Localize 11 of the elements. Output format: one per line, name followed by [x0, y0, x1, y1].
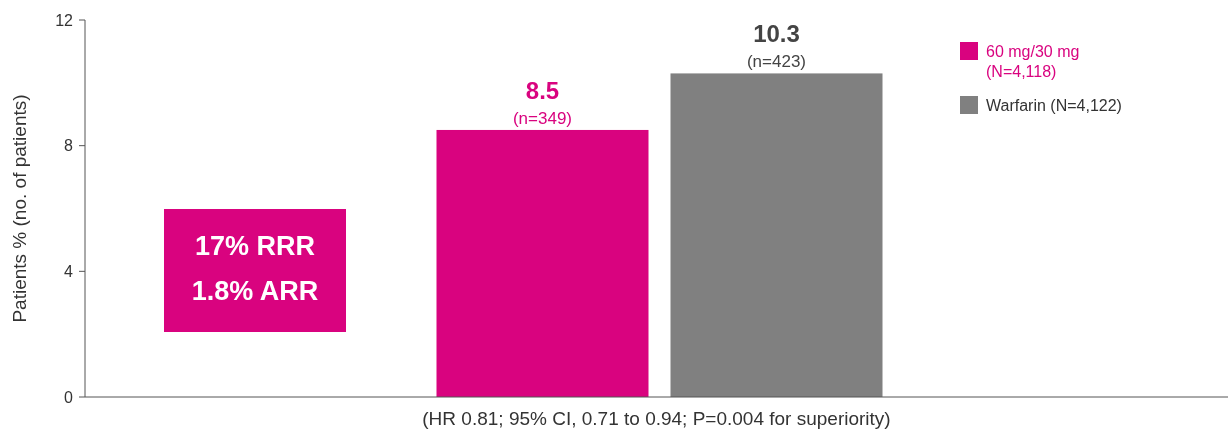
y-tick-label: 4 — [64, 262, 74, 280]
data-label: 10.3 (n=423) — [746, 20, 807, 72]
y-tick-label: 12 — [55, 11, 74, 29]
legend-label: Warfarin (N=4,122) — [986, 97, 1122, 114]
annotation: 17% RRR 1.8% ARR — [191, 231, 319, 306]
legend-label: 60 mg/30 mg (N=4,118) — [986, 43, 1080, 80]
y-tick-label: 0 — [64, 388, 74, 406]
x-axis-title: (HR 0.81; 95% CI, 0.71 to 0.94; P=0.004 for superiority) — [422, 408, 891, 429]
y-axis-title: Patients % (no. of patients) — [9, 94, 30, 323]
data-label: 8.5 (n=349) — [512, 76, 573, 128]
y-tick-label: 8 — [64, 137, 74, 155]
